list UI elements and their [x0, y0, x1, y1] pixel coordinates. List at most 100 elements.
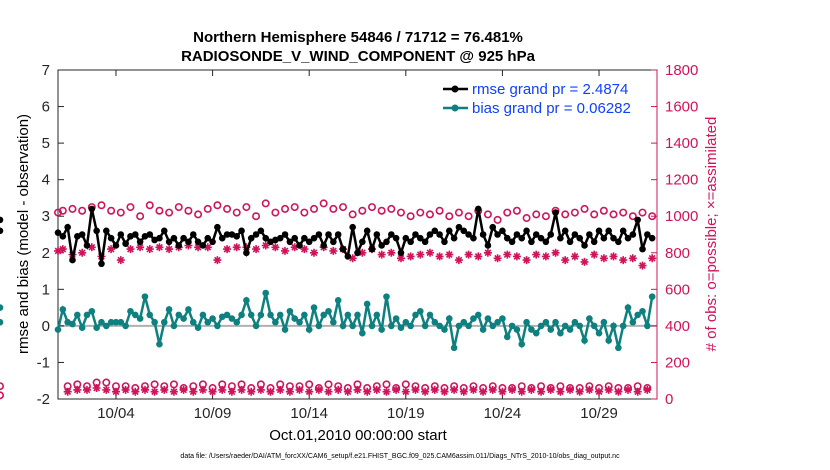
bias-point: [160, 318, 168, 326]
rmse-point: [175, 242, 183, 249]
y-right-tick-label: 1000: [665, 208, 698, 225]
obs-assimilated-point: [363, 387, 372, 396]
rmse-point: [470, 234, 477, 242]
rmse-point: [238, 227, 245, 235]
obs-assimilated-point: [194, 243, 203, 252]
obs-assimilated-point: [165, 245, 174, 254]
obs-possible-point: [619, 208, 628, 217]
obs-possible-point: [435, 206, 444, 215]
obs-assimilated-point: [401, 387, 410, 396]
obs-possible-point: [329, 204, 338, 213]
y-tick-label: 4: [42, 172, 50, 189]
bias-point: [272, 318, 279, 326]
obs-possible-point: [232, 208, 241, 217]
obs-assimilated-point: [343, 387, 352, 396]
bias-point: [69, 320, 76, 328]
bias-point: [402, 318, 410, 326]
obs-assimilated-point: [184, 241, 193, 250]
x-tick-label: 10/09: [194, 405, 232, 422]
rmse-point: [561, 227, 569, 235]
x-tick-label: 10/24: [484, 405, 522, 422]
bias-line: [56, 292, 654, 349]
bias-point: [615, 344, 622, 352]
obs-possible-point: [271, 208, 280, 217]
bias-point: [455, 322, 463, 330]
rmse-point: [339, 245, 347, 253]
obs-assimilated-point: [300, 245, 309, 254]
bias-point: [557, 329, 564, 337]
obs-assimilated-point: [633, 387, 642, 396]
rmse-point: [634, 216, 641, 224]
rmse-point: [112, 242, 120, 249]
obs-assimilated-point: [585, 385, 594, 394]
obs-assimilated-point: [556, 387, 565, 396]
obs-assimilated-point: [604, 385, 613, 394]
obs-assimilated-point: [305, 387, 314, 396]
y-tick-label: 5: [42, 135, 50, 152]
obs-possible-point: [532, 210, 541, 219]
obs-assimilated-point: [256, 385, 265, 394]
rmse-point: [64, 223, 71, 231]
obs-assimilated-point: [131, 387, 140, 396]
rmse-point: [431, 227, 439, 235]
obs-possible-point: [406, 212, 415, 221]
obs-possible-point: [261, 199, 270, 208]
obs-assimilated-point: [78, 248, 87, 257]
bias-point: [508, 322, 516, 330]
rmse-point: [334, 231, 342, 238]
rmse-point: [199, 242, 207, 249]
rmse-point: [301, 234, 308, 242]
obs-assimilated-point: [430, 385, 439, 394]
rmse-point: [542, 238, 550, 246]
rmse-point: [252, 231, 260, 238]
obs-assimilated-point: [334, 385, 343, 394]
bias-point: [494, 318, 501, 326]
obs-assimilated-point: [479, 387, 488, 396]
legend-marker-rmse: [451, 85, 459, 93]
rmse-point: [571, 231, 579, 238]
rmse-point: [465, 231, 472, 238]
obs-possible-point: [590, 210, 599, 219]
obs-assimilated-point: [252, 245, 261, 254]
bias-point: [151, 318, 158, 326]
rmse-point: [605, 227, 612, 235]
series-rmse: [0, 205, 656, 268]
bias-point: [450, 344, 458, 352]
obs-assimilated-point: [532, 250, 541, 259]
rmse-point: [484, 242, 492, 249]
bias-point: [576, 322, 584, 330]
obs-assimilated-point: [266, 387, 275, 396]
rmse-point: [180, 234, 187, 242]
obs-assimilated-point: [643, 385, 652, 394]
bias-point: [199, 311, 207, 319]
obs-assimilated-point: [285, 387, 294, 396]
obs-possible-point: [0, 391, 4, 400]
bias-point: [629, 318, 637, 326]
obs-assimilated-point: [541, 252, 550, 261]
obs-assimilated-point: [609, 252, 618, 261]
bias-point: [373, 311, 381, 319]
rmse-point: [281, 231, 289, 238]
rmse-point: [170, 234, 178, 242]
bias-point: [296, 318, 303, 326]
bias-point: [397, 324, 405, 332]
rmse-point: [93, 227, 100, 235]
bias-point: [74, 311, 81, 319]
bias-point: [421, 322, 429, 330]
rmse-point: [407, 238, 414, 246]
obs-assimilated-point: [493, 254, 502, 263]
rmse-point: [644, 231, 651, 238]
bias-point: [503, 333, 511, 341]
obs-possible-point: [310, 204, 319, 213]
rmse-point: [402, 234, 410, 242]
rmse-point: [494, 231, 501, 238]
rmse-point: [320, 242, 327, 249]
obs-possible-point: [416, 208, 425, 217]
obs-assimilated-point: [416, 250, 425, 259]
obs-possible-point: [223, 204, 232, 213]
y-axis-label: rmse and bias (model - observation): [15, 114, 32, 354]
y-right-tick-label: 0: [665, 391, 673, 408]
obs-assimilated-point: [281, 246, 289, 255]
obs-assimilated-point: [628, 254, 637, 263]
